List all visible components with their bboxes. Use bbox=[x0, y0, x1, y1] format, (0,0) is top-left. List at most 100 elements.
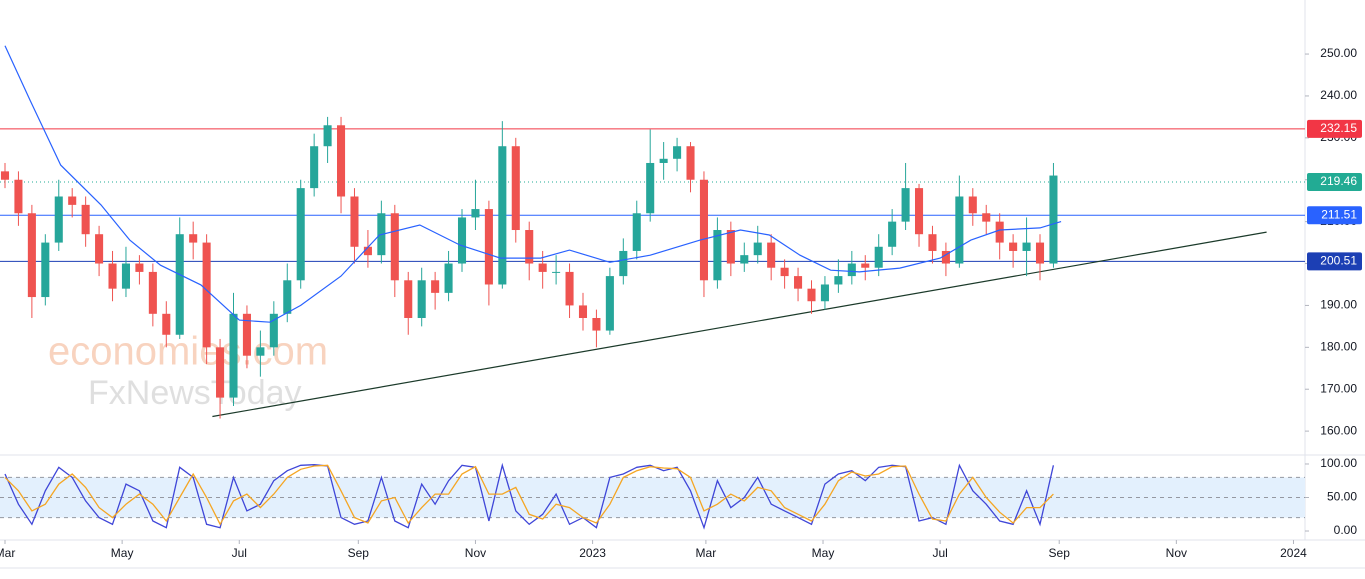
candle-body bbox=[659, 158, 668, 163]
candle-body bbox=[794, 276, 803, 289]
level-label-box bbox=[1307, 119, 1362, 138]
y-tick-label: 250.00 bbox=[1320, 46, 1357, 60]
candle-body bbox=[847, 263, 856, 277]
candle-body bbox=[646, 162, 655, 214]
candle-body bbox=[68, 196, 77, 205]
candle-body bbox=[861, 263, 870, 268]
candle-body bbox=[605, 276, 614, 331]
candle-body bbox=[471, 209, 480, 218]
candle-body bbox=[901, 188, 910, 222]
level-label: 200.51 bbox=[1320, 254, 1357, 268]
candle-body bbox=[337, 125, 346, 197]
watermark-brand: economies.com bbox=[48, 330, 328, 374]
candle-body bbox=[619, 250, 628, 277]
candle-body bbox=[686, 146, 695, 180]
candle-body bbox=[323, 125, 332, 147]
candle-body bbox=[108, 263, 117, 289]
candle-body bbox=[1049, 175, 1058, 264]
candle-body bbox=[216, 347, 225, 398]
candle-body bbox=[81, 204, 90, 235]
x-tick-label: Jul bbox=[932, 546, 947, 560]
y-tick-label: 240.00 bbox=[1320, 88, 1357, 102]
y-tick-label: 50.00 bbox=[1327, 490, 1357, 504]
candle-body bbox=[995, 221, 1004, 243]
x-tick-label: May bbox=[111, 546, 134, 560]
candle-body bbox=[296, 188, 305, 281]
x-tick-label: Nov bbox=[1166, 546, 1187, 560]
candle-body bbox=[834, 276, 843, 285]
candle-body bbox=[552, 271, 561, 273]
candle-body bbox=[941, 250, 950, 264]
candle-body bbox=[269, 313, 278, 348]
x-tick-label: Jul bbox=[232, 546, 247, 560]
y-tick-label: 0.00 bbox=[1334, 523, 1358, 537]
candle-body bbox=[888, 221, 897, 247]
candle-body bbox=[431, 280, 440, 293]
candle-body bbox=[673, 146, 682, 159]
x-tick-label: Mar bbox=[696, 546, 717, 560]
candle-body bbox=[417, 280, 426, 318]
candle-body bbox=[202, 242, 211, 348]
candle-body bbox=[928, 234, 937, 251]
candle-body bbox=[982, 213, 991, 222]
candle-body bbox=[914, 188, 924, 235]
candle-body bbox=[310, 146, 319, 189]
candle-body bbox=[0, 171, 10, 180]
level-label: 211.51 bbox=[1321, 207, 1357, 221]
candle-body bbox=[525, 230, 534, 264]
candle-body bbox=[121, 263, 131, 289]
y-tick-label: 170.00 bbox=[1320, 381, 1357, 395]
candle-body bbox=[1022, 242, 1031, 251]
level-label-box bbox=[1307, 173, 1362, 191]
candle-body bbox=[350, 196, 359, 247]
moving-average bbox=[4, 45, 1062, 323]
candle-body bbox=[444, 263, 453, 293]
candle-body bbox=[740, 255, 749, 264]
x-tick-label: May bbox=[812, 546, 835, 560]
candle-body bbox=[713, 230, 722, 281]
candle-body bbox=[404, 280, 413, 318]
candle-body bbox=[968, 196, 977, 214]
y-tick-label: 190.00 bbox=[1320, 298, 1357, 312]
candle-body bbox=[242, 313, 251, 356]
x-tick-label: 2023 bbox=[579, 546, 606, 560]
watermark-brand: FxNewsToday bbox=[88, 374, 302, 412]
candle-body bbox=[54, 196, 63, 243]
y-tick-label: 160.00 bbox=[1320, 423, 1357, 437]
candle-body bbox=[699, 179, 708, 281]
candle-body bbox=[162, 313, 171, 335]
y-tick-label: 100.00 bbox=[1320, 456, 1357, 470]
candle-body bbox=[767, 242, 776, 268]
candle-body bbox=[1035, 242, 1045, 264]
oscillator-line bbox=[4, 464, 1054, 526]
trendline bbox=[212, 231, 1267, 418]
oscillator-line bbox=[4, 462, 1055, 530]
candle-body bbox=[189, 234, 198, 243]
candle-body bbox=[283, 280, 292, 314]
candle-body bbox=[632, 213, 641, 251]
candle-body bbox=[175, 234, 184, 335]
candle-body bbox=[538, 263, 547, 272]
candle-body bbox=[363, 246, 372, 256]
candle-body bbox=[955, 196, 964, 264]
x-tick-label: Sep bbox=[348, 546, 370, 560]
candle-body bbox=[565, 271, 574, 306]
candle-body bbox=[578, 305, 588, 318]
candle-body bbox=[256, 347, 265, 356]
candle-body bbox=[457, 217, 467, 264]
candle-body bbox=[41, 242, 50, 298]
x-tick-label: 2024 bbox=[1280, 546, 1307, 560]
candle-body bbox=[390, 213, 399, 281]
candle-body bbox=[95, 234, 104, 264]
candle-body bbox=[780, 267, 789, 277]
x-tick-label: Nov bbox=[465, 546, 486, 560]
level-label-box bbox=[1307, 252, 1362, 271]
candle-body bbox=[592, 317, 601, 331]
y-tick-label: 180.00 bbox=[1320, 339, 1357, 353]
candle-body bbox=[753, 242, 762, 256]
level-label: 219.46 bbox=[1320, 174, 1357, 188]
candle-body bbox=[27, 213, 36, 298]
x-tick-label: Sep bbox=[1049, 546, 1071, 560]
x-tick-label: Mar bbox=[0, 546, 15, 560]
